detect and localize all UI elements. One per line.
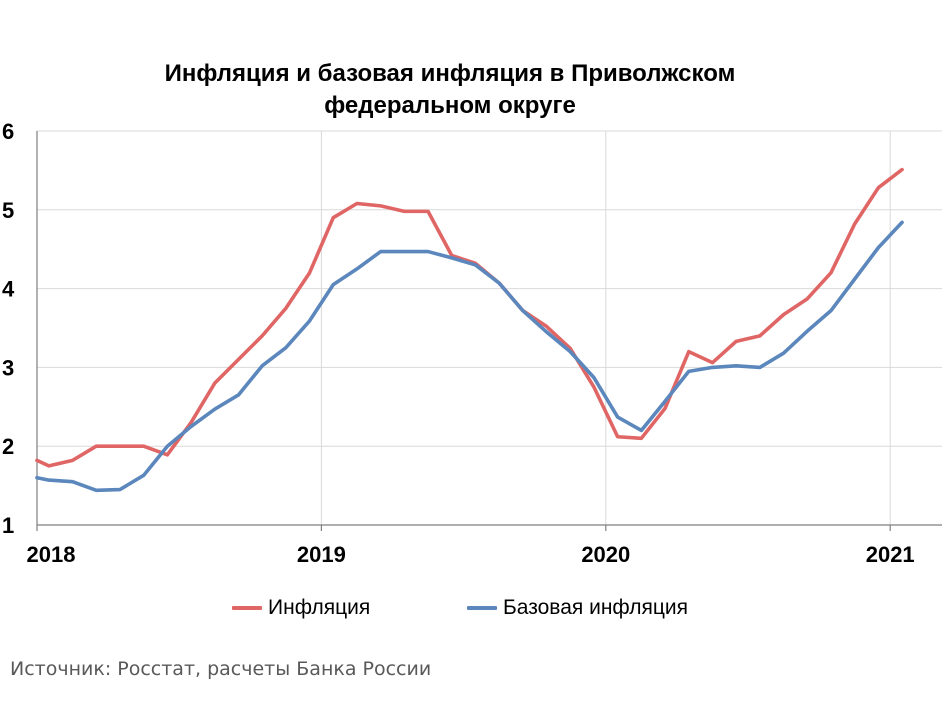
legend-item-1: Инфляция [232,596,370,620]
chart-title-line-1: Инфляция и базовая инфляция в Приволжско… [164,60,736,87]
gridlines [37,130,942,525]
legend-swatch [467,606,497,610]
y-tick-label: 5 [2,198,14,223]
legend: Инфляция Базовая инфляция [0,596,942,624]
x-tick-label: 2021 [866,542,915,567]
y-tick-label: 2 [2,434,14,459]
series-line-2 [35,220,904,493]
legend-label: Инфляция [268,596,371,619]
y-tick-label: 6 [2,119,14,144]
x-tick-label: 2019 [297,542,346,567]
x-tick-label: 2018 [27,542,76,567]
y-tick-label: 3 [2,355,14,380]
chart-title-line-2: федеральном округе [324,92,576,119]
series-layer [35,167,904,493]
legend-item-2: Базовая инфляция [467,596,688,620]
chart-title: Инфляция и базовая инфляция в Приволжско… [0,58,900,122]
legend-swatch [232,606,262,610]
y-tick-label: 1 [2,513,14,538]
series-line-1 [35,167,904,468]
tick-labels: 1 2 3 4 5 6 2018 2019 2020 2021 [2,119,915,567]
x-tick-label: 2020 [581,542,630,567]
line-chart: 1 2 3 4 5 6 2018 2019 2020 2021 [2,119,942,567]
source-note: Источник: Росстат, расчеты Банка России [10,658,432,680]
legend-label: Базовая инфляция [503,596,689,619]
y-tick-label: 4 [2,277,15,302]
